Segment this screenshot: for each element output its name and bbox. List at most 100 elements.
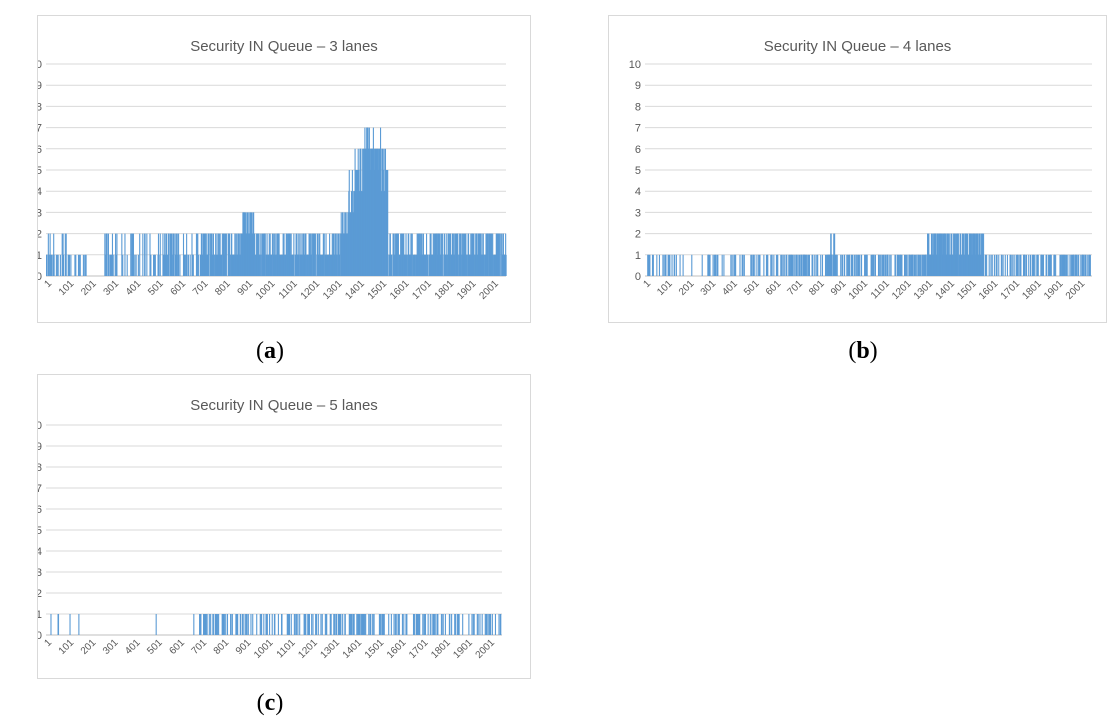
bar — [675, 254, 677, 276]
bar — [973, 233, 975, 276]
bar — [104, 233, 106, 276]
bar — [174, 233, 176, 276]
bar — [391, 254, 393, 276]
y-tick-label: 1 — [38, 609, 42, 621]
bar — [858, 254, 860, 276]
x-tick-label: 1201 — [299, 278, 323, 302]
bar — [131, 233, 133, 276]
x-tick-label: 1101 — [275, 637, 298, 660]
bar — [731, 254, 733, 276]
bar — [279, 254, 281, 276]
x-tick-label: 1 — [42, 637, 54, 649]
bar — [730, 254, 732, 276]
bar — [218, 614, 220, 635]
y-tick-label: 6 — [38, 504, 42, 516]
bar — [815, 254, 817, 276]
bar — [483, 254, 485, 276]
chart-panel-3-lanes: Security IN Queue – 3 lanes 012345678910… — [37, 15, 531, 323]
bar — [393, 614, 395, 635]
bar — [349, 614, 351, 635]
bar — [721, 254, 723, 276]
bar — [339, 233, 341, 276]
bar — [287, 233, 289, 276]
y-tick-label: 2 — [635, 229, 641, 241]
bar — [360, 614, 362, 635]
x-tick-label: 201 — [677, 278, 697, 298]
bar — [222, 614, 225, 635]
bar — [419, 614, 421, 635]
bar — [855, 254, 857, 276]
x-tick-label: 1801 — [429, 637, 453, 661]
x-tick-label: 701 — [190, 637, 210, 657]
bar — [259, 254, 261, 276]
bar — [801, 254, 803, 276]
bar — [237, 614, 239, 635]
x-tick-label: 1201 — [296, 637, 320, 661]
x-tick-label: 1301 — [912, 278, 936, 302]
bar — [293, 614, 295, 635]
bar — [274, 254, 276, 276]
x-tick-label: 1 — [42, 278, 54, 290]
x-tick-label: 1401 — [343, 278, 367, 302]
bar — [210, 614, 212, 635]
bar — [995, 254, 997, 276]
bar — [405, 254, 408, 276]
bar — [798, 254, 801, 276]
bar — [1065, 254, 1067, 276]
bar — [1084, 254, 1086, 276]
bar — [311, 614, 313, 635]
bar — [1017, 254, 1019, 276]
bar — [303, 614, 305, 635]
bar — [440, 614, 442, 635]
bar — [781, 254, 783, 276]
bar — [923, 254, 925, 276]
bar — [878, 254, 880, 276]
bar — [170, 233, 172, 276]
bar — [259, 614, 261, 635]
x-tick-label: 2001 — [1064, 278, 1088, 302]
bar — [264, 233, 266, 276]
x-tick-label: 1001 — [254, 278, 278, 302]
bar — [217, 614, 219, 635]
x-tick-label: 601 — [167, 637, 187, 657]
bar — [183, 254, 185, 276]
bar — [178, 233, 180, 276]
bar — [383, 614, 385, 635]
y-tick-label: 10 — [38, 59, 42, 71]
bar — [433, 614, 435, 635]
bar — [434, 614, 436, 635]
bar — [785, 254, 787, 276]
bar — [154, 254, 156, 276]
bar — [648, 254, 650, 276]
bar — [333, 614, 335, 635]
x-tick-label: 801 — [212, 637, 232, 657]
bar — [49, 233, 51, 276]
x-tick-label: 401 — [123, 637, 143, 657]
bar — [427, 614, 429, 635]
bar — [910, 254, 912, 276]
bar — [669, 254, 671, 276]
bar — [77, 254, 80, 276]
bar — [1035, 254, 1037, 276]
bar — [351, 614, 353, 635]
bar — [155, 614, 157, 635]
x-tick-label: 1401 — [341, 637, 365, 661]
bar — [889, 254, 891, 276]
bar — [126, 254, 128, 276]
bar — [74, 254, 76, 276]
bar — [477, 614, 479, 635]
x-tick-label: 1701 — [410, 278, 434, 302]
y-tick-label: 5 — [635, 165, 641, 177]
bar — [78, 254, 80, 276]
bar — [388, 614, 390, 635]
bar — [231, 614, 233, 635]
bar — [290, 614, 292, 635]
bar — [299, 614, 301, 635]
x-tick-label: 1801 — [433, 278, 457, 302]
bar — [701, 254, 703, 276]
bar — [213, 614, 215, 635]
x-tick-label: 1801 — [1020, 278, 1044, 302]
bar — [742, 254, 744, 276]
bar — [198, 254, 200, 276]
bar — [225, 233, 227, 276]
